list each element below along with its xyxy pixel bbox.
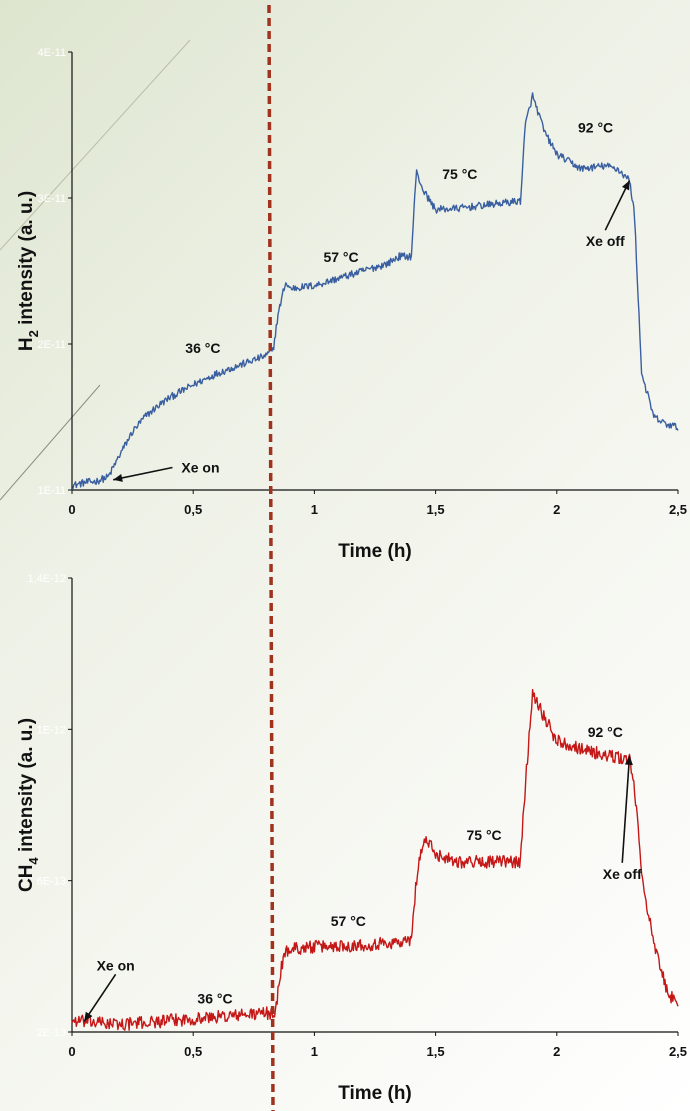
x-tick-label: 2,5 bbox=[669, 502, 687, 517]
annotation-arrow-head bbox=[113, 474, 123, 482]
annotation-arrow-head bbox=[621, 180, 630, 191]
decorative-diagonal-line bbox=[0, 39, 191, 251]
y-tick-label: 1,4E-12 bbox=[27, 573, 66, 585]
y-tick-label: 4E-11 bbox=[37, 47, 66, 59]
x-tick-label: 0,5 bbox=[184, 1044, 202, 1059]
x-tick-label: 1,5 bbox=[427, 502, 445, 517]
x-axis-title: Time (h) bbox=[338, 541, 412, 562]
x-tick-label: 0 bbox=[68, 502, 75, 517]
x-tick-label: 1 bbox=[311, 1044, 318, 1059]
annotation-label: 92 °C bbox=[578, 119, 613, 135]
annotation-arrow-line bbox=[83, 973, 117, 1022]
reference-time-line bbox=[267, 4, 275, 1111]
annotation-label: 36 °C bbox=[197, 991, 232, 1007]
annotation-label: 36 °C bbox=[185, 340, 220, 356]
annotation-label: Xe on bbox=[97, 957, 135, 973]
x-tick-label: 2,5 bbox=[669, 1044, 687, 1059]
h2-intensity-chart: 0 0,5 1 1,5 2 2,5 1E-11 2E-11 3E-11 4E-11 Time (h)… bbox=[16, 47, 687, 562]
x-tick-label: 1,5 bbox=[427, 1044, 445, 1059]
y-tick-label: 2E-13 bbox=[37, 1027, 66, 1039]
annotation-arrow-line bbox=[113, 466, 173, 481]
annotation-label: 57 °C bbox=[323, 249, 358, 265]
annotation-label: Xe on bbox=[181, 459, 219, 475]
annotation-arrow-line bbox=[604, 180, 631, 231]
x-tick-label: 0 bbox=[68, 1044, 75, 1059]
series-line bbox=[71, 688, 679, 1031]
y-tick-label: 1E-12 bbox=[37, 724, 66, 736]
x-axis-title: Time (h) bbox=[338, 1083, 412, 1104]
annotation-label: 75 °C bbox=[442, 166, 477, 182]
y-axis-title: H2 intensity (a. u.) bbox=[16, 191, 41, 351]
annotation-arrow-line bbox=[621, 755, 631, 863]
x-tick-label: 2 bbox=[553, 1044, 560, 1059]
y-tick-label: 3E-11 bbox=[37, 193, 66, 205]
annotation-arrow-head bbox=[624, 755, 633, 766]
annotation-label: Xe off bbox=[586, 233, 625, 249]
y-tick-label: 2E-11 bbox=[37, 339, 66, 351]
y-tick-label: 6E-13 bbox=[37, 876, 66, 888]
annotation-arrow-head bbox=[84, 1011, 93, 1022]
annotation-label: 92 °C bbox=[588, 724, 623, 740]
annotation-label: 57 °C bbox=[331, 913, 366, 929]
x-tick-label: 2 bbox=[553, 502, 560, 517]
y-axis-title: CH4 intensity (a. u.) bbox=[16, 718, 41, 892]
annotation-label: 75 °C bbox=[466, 827, 501, 843]
y-tick-label: 1E-11 bbox=[37, 485, 66, 497]
series-line bbox=[71, 92, 679, 490]
decorative-diagonal-line bbox=[0, 384, 101, 501]
x-tick-label: 0,5 bbox=[184, 502, 202, 517]
annotation-label: Xe off bbox=[603, 866, 642, 882]
ch4-intensity-chart: 0 0,5 1 1,5 2 2,5 2E-13 6E-13 1E-12 1,4E-12 Time (… bbox=[16, 573, 687, 1104]
x-tick-label: 1 bbox=[311, 502, 318, 517]
